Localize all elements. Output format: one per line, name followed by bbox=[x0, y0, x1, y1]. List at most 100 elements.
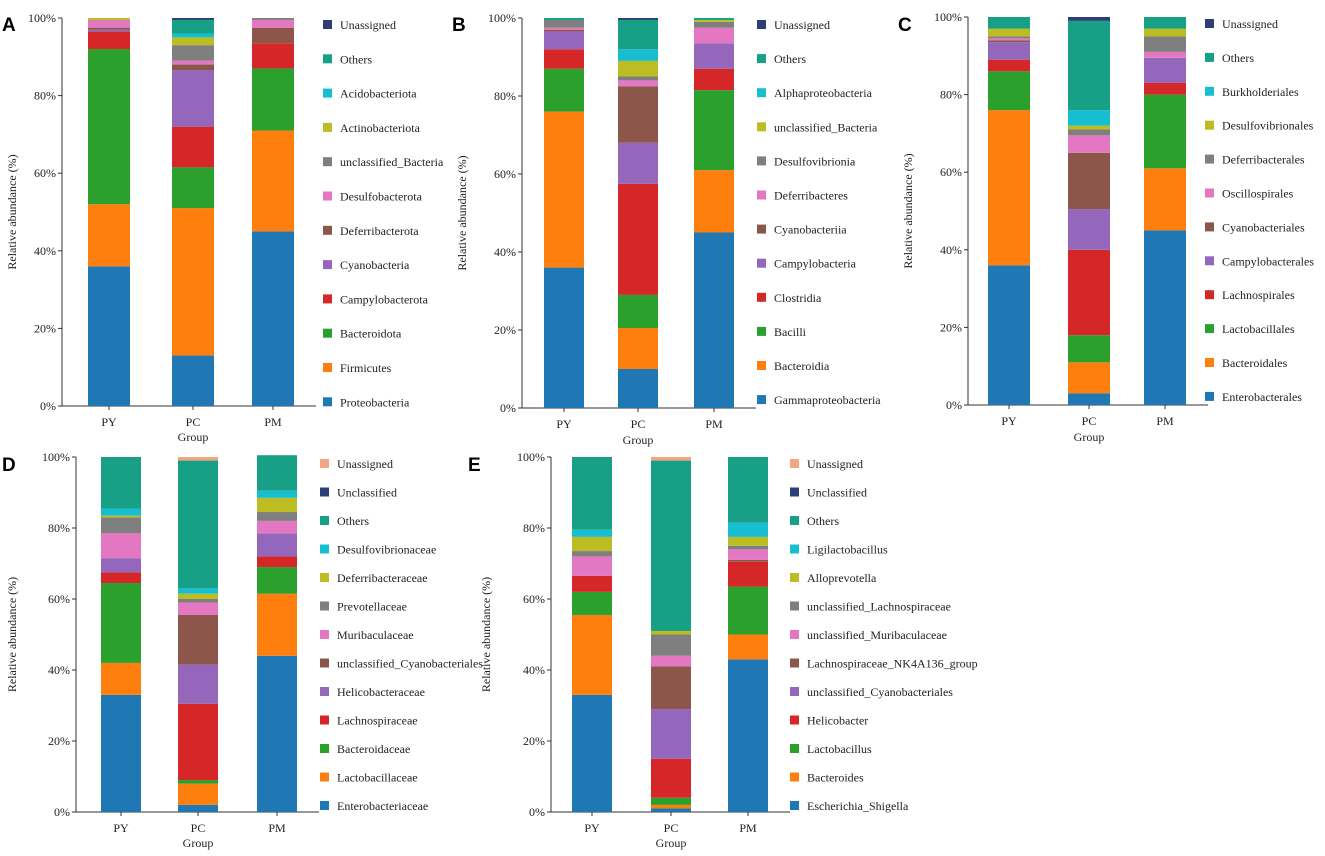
panel-d-x-axis-label: Group bbox=[183, 836, 214, 850]
panel-a-bar-segment bbox=[172, 45, 214, 61]
panel-b-bar-segment bbox=[544, 29, 584, 32]
panel-b-legend-swatch bbox=[757, 395, 766, 405]
panel-c-legend-label: Others bbox=[1222, 51, 1254, 65]
panel-d-bar-segment bbox=[178, 703, 218, 781]
panel-b-legend-swatch bbox=[757, 190, 766, 200]
panel-d-legend-label: Lactobacillaceae bbox=[337, 771, 418, 785]
panel-d-bar-segment bbox=[178, 457, 218, 461]
panel-b-bar-segment bbox=[544, 18, 584, 20]
panel-b-letter: B bbox=[452, 15, 466, 36]
panel-c-bar-segment bbox=[988, 110, 1030, 266]
panel-e-bar-segment bbox=[572, 551, 612, 557]
panel-e-legend-swatch bbox=[790, 658, 799, 668]
panel-b-legend-label: Unassigned bbox=[774, 18, 830, 32]
panel-d-y-tick-label: 0% bbox=[54, 805, 70, 819]
panel-c-legend-swatch bbox=[1205, 86, 1214, 96]
panel-b-bar-segment bbox=[544, 31, 584, 50]
panel-c-legend-label: Deferribacterales bbox=[1222, 153, 1305, 167]
panel-e-bar-segment bbox=[651, 457, 691, 461]
panel-d-bar-segment bbox=[101, 572, 141, 584]
panel-a-bar-segment bbox=[88, 19, 130, 28]
panel-a-bar-segment bbox=[88, 29, 130, 32]
panel-e-bar-segment bbox=[728, 586, 768, 635]
panel-b-legend-label: Bacteroidia bbox=[774, 359, 830, 373]
panel-c-y-tick-label: 40% bbox=[940, 243, 962, 257]
panel-d-y-axis-label: Relative abundance (%) bbox=[5, 577, 19, 692]
panel-e-letter: E bbox=[468, 455, 481, 476]
panel-c-legend-swatch bbox=[1205, 358, 1214, 367]
panel-d-bar-segment bbox=[257, 520, 297, 534]
panel-b-bar-segment bbox=[618, 76, 658, 81]
panel-e-x-tick-label: PM bbox=[739, 821, 757, 835]
panel-b-y-axis-label: Relative abundance (%) bbox=[455, 155, 469, 270]
panel-a-bar-segment bbox=[88, 31, 130, 50]
panel-a-y-tick-label: 60% bbox=[34, 166, 56, 180]
panel-a-bar-segment bbox=[172, 37, 214, 46]
panel-e-legend-swatch bbox=[790, 544, 799, 554]
panel-e-legend-swatch bbox=[790, 459, 799, 468]
panel-d-legend-swatch bbox=[320, 744, 329, 753]
panel-a-bar-segment bbox=[252, 43, 294, 69]
panel-d-bar-segment bbox=[257, 490, 297, 498]
panel-c-bar-segment bbox=[1144, 57, 1186, 83]
panel-e-bar-segment bbox=[572, 614, 612, 695]
panel-d-legend-label: Helicobacteraceae bbox=[337, 685, 425, 699]
panel-d-legend-swatch bbox=[320, 459, 329, 468]
panel-d-y-tick-label: 20% bbox=[48, 734, 70, 748]
panel-e-bar-segment bbox=[572, 694, 612, 812]
panel-a-legend-swatch bbox=[323, 397, 332, 407]
panel-c-bar-segment bbox=[988, 59, 1030, 72]
panel-a-bar-segment bbox=[252, 27, 294, 44]
panel-a-y-tick-label: 0% bbox=[40, 399, 56, 413]
panel-e-bar-segment bbox=[572, 457, 612, 530]
panel-d-legend-swatch bbox=[320, 544, 329, 554]
panel-b-legend-label: Clostridia bbox=[774, 291, 822, 305]
panel-d-legend-label: Deferribacteraceae bbox=[337, 571, 428, 585]
panel-a-x-tick-label: PY bbox=[101, 415, 117, 429]
panel-c-bar-segment bbox=[1144, 230, 1186, 405]
panel-c-bar-segment bbox=[1068, 249, 1110, 336]
panel-d-y-tick-label: 80% bbox=[48, 521, 70, 535]
panel-d-bar-segment bbox=[178, 599, 218, 603]
panel-e-bar-segment bbox=[572, 575, 612, 592]
panel-d-bar-segment bbox=[178, 593, 218, 599]
panel-a-x-tick-label: PM bbox=[264, 415, 282, 429]
panel-a-letter: A bbox=[2, 15, 16, 36]
panel-d-legend-swatch bbox=[320, 573, 329, 582]
panel-c-y-tick-label: 0% bbox=[946, 398, 962, 412]
panel-e-legend-swatch bbox=[790, 687, 799, 696]
panel-b-bar-segment bbox=[618, 183, 658, 295]
panel-c-bar-segment bbox=[988, 38, 1030, 41]
panel-b-bar-segment bbox=[618, 142, 658, 184]
panel-e-legend-label: Others bbox=[807, 514, 839, 528]
panel-d-bar-segment bbox=[257, 593, 297, 656]
panel-b-legend-swatch bbox=[757, 258, 766, 268]
panel-d-legend-label: Enterobacteriaceae bbox=[337, 799, 428, 813]
panel-b-legend-swatch bbox=[757, 20, 766, 29]
panel-b-legend-swatch bbox=[757, 361, 766, 370]
panel-c-x-tick-label: PC bbox=[1082, 414, 1097, 428]
panel-c-bar-segment bbox=[988, 71, 1030, 111]
panel-e-bar-segment bbox=[651, 797, 691, 805]
panel-d-bar-segment bbox=[101, 457, 141, 509]
panel-a-y-tick-label: 80% bbox=[34, 89, 56, 103]
panel-e-legend-swatch bbox=[790, 630, 799, 639]
panel-a-bar-segment bbox=[172, 33, 214, 38]
panel-d-legend-swatch bbox=[320, 487, 329, 497]
panel-c-y-tick-label: 100% bbox=[934, 10, 962, 24]
panel-e-x-tick-label: PY bbox=[584, 821, 600, 835]
panel-a-bar-segment bbox=[88, 266, 130, 406]
panel-b-bar-segment bbox=[694, 232, 734, 408]
panel-e-legend-swatch bbox=[790, 487, 799, 497]
panel-c-bar-segment bbox=[988, 17, 1030, 29]
panel-e-legend-label: Unclassified bbox=[807, 486, 867, 500]
panel-a-legend-swatch bbox=[323, 328, 332, 338]
panel-b-legend-label: Others bbox=[774, 52, 806, 66]
panel-e-legend-swatch bbox=[790, 601, 799, 611]
panel-d-bar-segment bbox=[101, 515, 141, 518]
panel-e-bar-segment bbox=[728, 545, 768, 550]
panel-a-bar-segment bbox=[252, 130, 294, 232]
panel-d-bar-segment bbox=[101, 694, 141, 812]
panel-a-legend-swatch bbox=[323, 88, 332, 98]
